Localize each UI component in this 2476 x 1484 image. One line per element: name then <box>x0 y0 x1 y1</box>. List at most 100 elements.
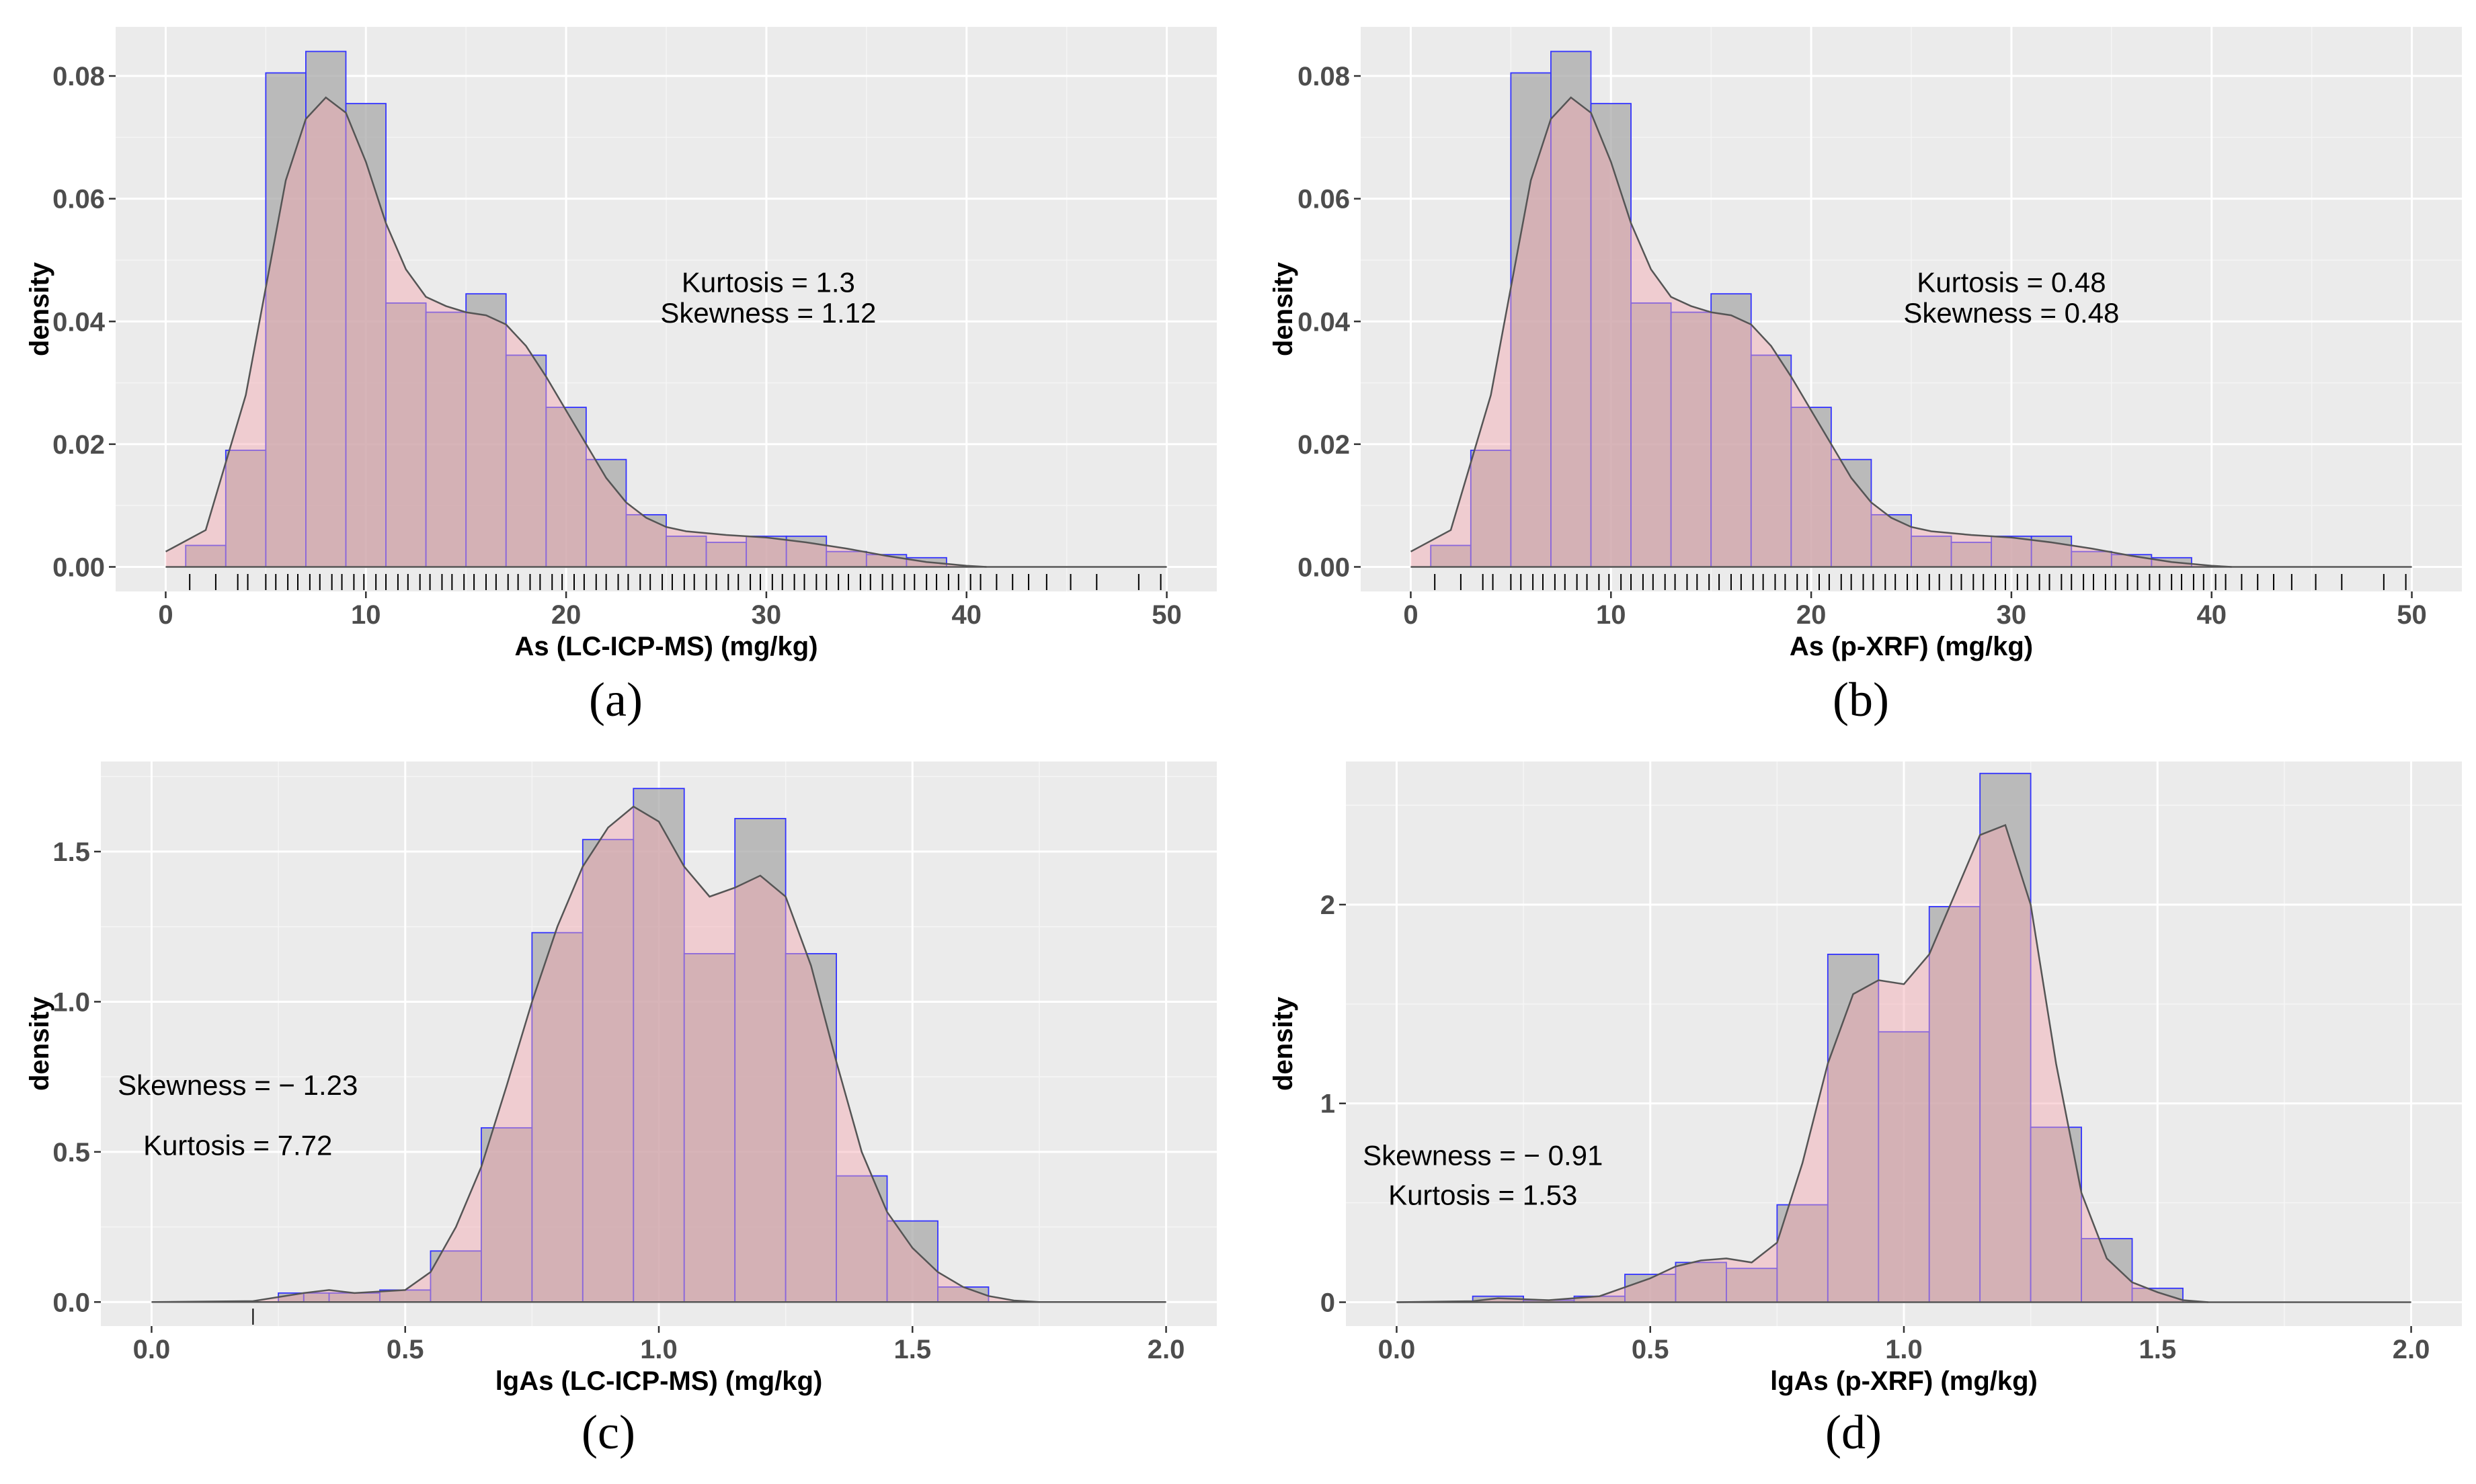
density-curve <box>151 805 1039 1303</box>
stat-annotation: Skewness = − 1.23 <box>118 1069 358 1101</box>
histogram-bar <box>1776 1204 1829 1303</box>
y-tick-label: 0.06 <box>52 185 105 214</box>
panel-caption: (b) <box>1833 673 1889 727</box>
y-axis-title: density <box>25 996 54 1091</box>
x-tick-label: 1.5 <box>2139 1335 2176 1364</box>
y-axis-title: density <box>1269 261 1298 356</box>
density-area <box>1410 97 2232 567</box>
chart-c: 0.0 0.5 1.0 1.5 2.0 0.0 0.5 1.0 1.5 lgAs (LC-ICP-… <box>25 761 1217 1459</box>
y-tick-label: 1.5 <box>52 837 90 867</box>
panel-caption: (a) <box>589 673 643 727</box>
x-tick-label: 0.5 <box>387 1335 424 1364</box>
stat-annotation: Kurtosis = 0.48 <box>1917 266 2106 298</box>
histogram-bar <box>1630 302 1672 568</box>
chart-d: 0.0 0.5 1.0 1.5 2.0 0 1 2 lgAs (p-XRF) (mg/kg) de… <box>1269 761 2462 1459</box>
histogram-bar <box>265 72 307 568</box>
histogram-bar <box>2081 1237 2133 1303</box>
histogram-bar <box>1750 354 1792 568</box>
stat-annotation: Skewness = 1.12 <box>660 297 876 329</box>
y-tick-label: 0.0 <box>52 1288 90 1317</box>
x-tick-label: 40 <box>2196 600 2227 630</box>
histogram-bar <box>734 817 787 1303</box>
x-tick-label: 10 <box>1596 600 1626 630</box>
histogram-bar <box>1878 1031 1930 1303</box>
y-tick-label: 0.08 <box>1297 62 1350 91</box>
histogram-bar <box>1928 906 1981 1303</box>
histogram-bar <box>1979 772 2032 1303</box>
y-tick-label: 0.02 <box>1297 430 1350 460</box>
y-tick-label: 0.08 <box>52 62 105 91</box>
x-tick-label: 0.5 <box>1632 1335 1669 1364</box>
histogram-bar <box>683 953 736 1303</box>
panel-caption: (d) <box>1825 1405 1882 1459</box>
histogram-bar <box>633 788 685 1303</box>
histogram-bar <box>345 103 387 568</box>
x-tick-label: 0 <box>158 600 173 630</box>
x-tick-label: 2.0 <box>1148 1335 1185 1364</box>
x-tick-label: 2.0 <box>2393 1335 2430 1364</box>
stat-annotation: Skewness = 0.48 <box>1903 297 2119 329</box>
histogram-bar <box>2030 535 2073 568</box>
x-tick-label: 20 <box>551 600 582 630</box>
x-axis-title: As (p-XRF) (mg/kg) <box>1790 632 2033 661</box>
x-tick-label: 1.0 <box>640 1335 678 1364</box>
y-tick-label: 0.06 <box>1297 185 1350 214</box>
y-tick-label: 0.04 <box>1297 307 1351 337</box>
histogram-bar <box>582 839 635 1303</box>
x-tick-label: 50 <box>1152 600 1182 630</box>
x-axis-title: As (LC-ICP-MS) (mg/kg) <box>514 632 817 661</box>
histogram-bar <box>465 293 507 568</box>
y-tick-label: 0.04 <box>52 307 106 337</box>
chart-a: 0 10 20 30 40 50 0.00 0.02 0.04 0.06 0.08 As (LC-IC… <box>25 27 1217 727</box>
x-tick-label: 0.0 <box>1378 1335 1416 1364</box>
y-tick-label: 0.00 <box>52 552 105 582</box>
histogram-bar <box>886 1220 939 1303</box>
y-axis-title: density <box>1269 996 1298 1091</box>
y-tick-label: 0 <box>1320 1288 1335 1318</box>
x-tick-label: 0.0 <box>133 1335 171 1364</box>
density-area <box>1396 825 2208 1303</box>
histogram-bar <box>1590 103 1632 568</box>
stat-annotation: Kurtosis = 1.53 <box>1388 1180 1577 1211</box>
histogram-bar <box>836 1175 888 1303</box>
histogram-bar <box>225 450 267 568</box>
histogram-bar <box>305 50 347 568</box>
x-tick-label: 1.0 <box>1885 1335 1923 1364</box>
x-tick-label: 10 <box>351 600 381 630</box>
y-tick-label: 2 <box>1320 891 1335 920</box>
y-tick-label: 1.0 <box>52 987 90 1017</box>
histogram-bar <box>1950 542 1993 568</box>
histogram-bar <box>1510 72 1552 568</box>
density-curve <box>165 96 987 568</box>
y-axis-title: density <box>25 261 54 356</box>
density-area <box>151 807 1039 1303</box>
x-tick-label: 50 <box>2397 600 2427 630</box>
x-tick-label: 0 <box>1403 600 1418 630</box>
stat-annotation: Skewness = − 0.91 <box>1363 1139 1603 1171</box>
histogram-bar <box>585 458 627 568</box>
histogram-bar <box>425 311 467 568</box>
histogram-bar <box>505 354 547 568</box>
x-axis-title: lgAs (p-XRF) (mg/kg) <box>1770 1366 2038 1396</box>
chart-b: 0 10 20 30 40 50 0.00 0.02 0.04 0.06 0.08 As (p-XRF… <box>1269 27 2462 727</box>
histogram-bar <box>185 544 227 568</box>
y-tick-label: 0.5 <box>52 1138 90 1167</box>
histogram-bar <box>385 302 427 568</box>
histogram-bar <box>746 535 787 568</box>
histogram-bar <box>1670 311 1712 568</box>
stat-annotation: Kurtosis = 7.72 <box>143 1129 332 1161</box>
x-tick-label: 40 <box>951 600 982 630</box>
histogram-bar <box>481 1127 533 1303</box>
histogram-bar <box>785 953 837 1303</box>
density-area <box>165 97 987 567</box>
panel-caption: (c) <box>582 1405 635 1459</box>
x-tick-label: 1.5 <box>893 1335 931 1364</box>
histogram-bar <box>1827 954 1880 1303</box>
stat-annotation: Kurtosis = 1.3 <box>682 266 855 298</box>
x-tick-label: 20 <box>1796 600 1827 630</box>
y-tick-label: 0.00 <box>1297 552 1350 582</box>
y-tick-label: 1 <box>1320 1089 1335 1119</box>
x-axis-title: lgAs (LC-ICP-MS) (mg/kg) <box>495 1366 823 1396</box>
density-curve <box>1410 96 2232 568</box>
